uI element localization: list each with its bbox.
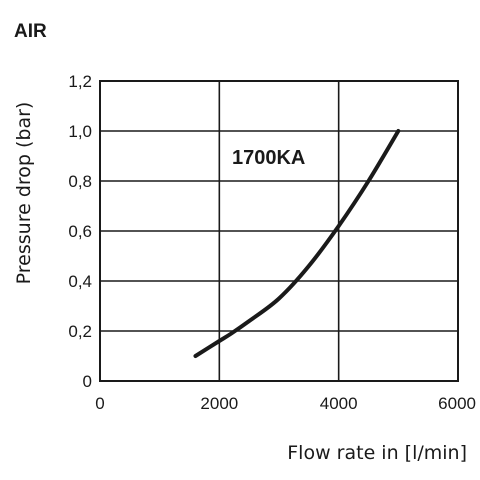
y-tick-label: 0,2 [68,322,92,341]
plot-frame [99,80,459,382]
x-tick-label: 4000 [320,394,358,413]
y-tick-label: 0,8 [68,172,92,191]
y-tick-label: 0 [83,372,92,391]
series-label-1700ka: 1700KA [232,147,305,169]
y-axis-label: Pressure drop (bar) [13,102,35,285]
series-line-1700ka [193,129,401,358]
y-tick-labels: 0 0,2 0,4 0,6 0,8 1,0 1,2 [68,72,92,391]
grid-lines [100,81,458,381]
y-tick-label: 0,4 [68,272,92,291]
y-tick-label: 0,6 [68,222,92,241]
x-tick-label: 6000 [438,394,476,413]
x-axis-label: Flow rate in [l/min] [287,442,467,464]
x-tick-label: 0 [95,394,104,413]
chart-title: AIR [14,21,47,42]
x-tick-labels: 0 2000 4000 6000 [95,394,476,413]
y-tick-label: 1,0 [68,122,92,141]
y-tick-label: 1,2 [68,72,92,91]
x-tick-label: 2000 [200,394,238,413]
